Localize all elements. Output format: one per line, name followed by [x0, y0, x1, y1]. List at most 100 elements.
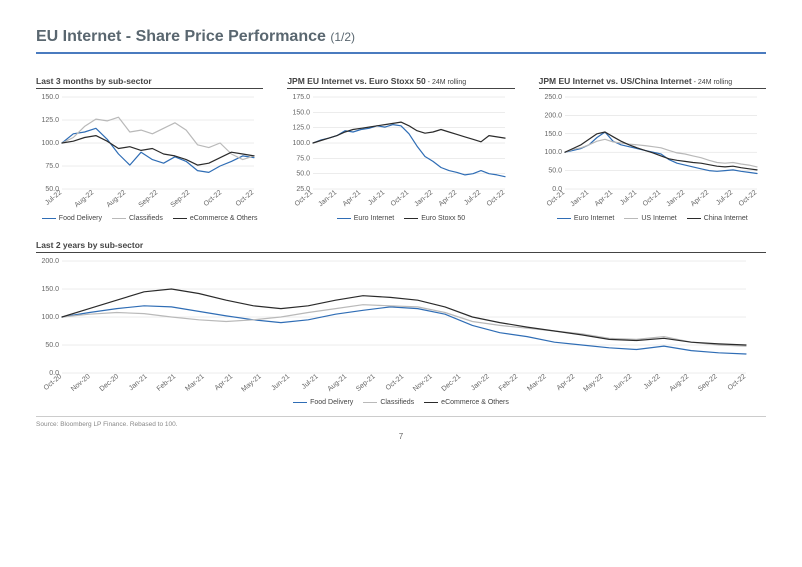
legend-swatch [112, 218, 126, 219]
chart-top-right: 0.050.0100.0150.0200.0250.0Oct-21Jan-21A… [539, 93, 766, 213]
legend-swatch [624, 218, 638, 219]
svg-text:50.0: 50.0 [548, 168, 562, 175]
top-row: Last 3 months by sub-sector 50.0 75.0 100.… [36, 76, 766, 222]
legend-swatch [424, 402, 438, 403]
legend-swatch [404, 218, 418, 219]
svg-text:Oct-22: Oct-22 [727, 373, 748, 392]
svg-text:Jan-22: Jan-22 [414, 189, 435, 208]
svg-text:Jul-22: Jul-22 [463, 189, 482, 207]
svg-text:Oct-22: Oct-22 [235, 189, 256, 208]
panel-top-left: Last 3 months by sub-sector 50.075.0100.… [36, 76, 263, 222]
legend-swatch [173, 218, 187, 219]
svg-text:200.0: 200.0 [41, 258, 59, 265]
svg-text:150.0: 150.0 [41, 94, 59, 101]
svg-text:Jul-22: Jul-22 [715, 189, 734, 207]
legend-bottom: Food Delivery Classifieds eCommerce & Othe… [36, 399, 766, 406]
page-title-suffix: (1/2) [330, 30, 355, 44]
panel-title-text: Last 2 years by sub-sector [36, 240, 143, 250]
panel-title-text: JPM EU Internet vs. US/China Internet [539, 76, 692, 86]
chart-bottom: 0.050.0100.0150.0200.0Oct-20Nov-20Dec-20… [36, 257, 766, 397]
svg-text:Mar-22: Mar-22 [526, 373, 548, 393]
legend-swatch [363, 402, 377, 403]
panel-title-top-mid: JPM EU Internet vs. Euro Stoxx 50 - 24M … [287, 76, 514, 89]
legend-label: eCommerce & Others [190, 215, 258, 222]
svg-text:Jan-21: Jan-21 [569, 189, 590, 208]
svg-text:Jan-21: Jan-21 [128, 373, 149, 392]
svg-text:Oct-22: Oct-22 [737, 189, 758, 208]
svg-text:Sep-21: Sep-21 [355, 373, 377, 393]
svg-text:Aug-22: Aug-22 [105, 189, 127, 209]
panel-bottom: Last 2 years by sub-sector 0.050.0100.01… [36, 240, 766, 406]
chart-top-left: 50.075.0100.0125.0150.0Jul-22Aug-22Aug-2… [36, 93, 263, 213]
legend-swatch [42, 218, 56, 219]
svg-text:50.0: 50.0 [45, 342, 59, 349]
panel-top-right: JPM EU Internet vs. US/China Internet - … [539, 76, 766, 222]
chart-top-mid: 25.050.075.0100.0125.0150.0175.0Oct-21Ja… [287, 93, 514, 213]
legend-item: eCommerce & Others [424, 399, 509, 406]
svg-text:Oct-21: Oct-21 [390, 189, 411, 208]
svg-text:100.0: 100.0 [41, 140, 59, 147]
panel-title-top-left: Last 3 months by sub-sector [36, 76, 263, 89]
legend-item: Classifieds [363, 399, 414, 406]
svg-text:Oct-22: Oct-22 [203, 189, 224, 208]
legend-item: Classifieds [112, 215, 163, 222]
panel-top-mid: JPM EU Internet vs. Euro Stoxx 50 - 24M … [287, 76, 514, 222]
panel-title-text: JPM EU Internet vs. Euro Stoxx 50 [287, 76, 425, 86]
svg-text:Jul-21: Jul-21 [619, 189, 638, 207]
page-title-text: EU Internet - Share Price Performance [36, 28, 326, 45]
svg-text:200.0: 200.0 [544, 112, 562, 119]
page-number: 7 [36, 432, 766, 441]
legend-label: Classifieds [380, 399, 414, 406]
svg-text:100.0: 100.0 [41, 314, 59, 321]
legend-item: eCommerce & Others [173, 215, 258, 222]
svg-text:75.0: 75.0 [297, 155, 311, 162]
legend-swatch [687, 218, 701, 219]
svg-text:100.0: 100.0 [544, 149, 562, 156]
svg-text:Sep-22: Sep-22 [697, 373, 719, 393]
svg-text:Feb-21: Feb-21 [156, 373, 178, 393]
panel-title-tiny: - 24M rolling [692, 79, 732, 86]
legend-item: China Internet [687, 215, 748, 222]
legend-top-left: Food Delivery Classifieds eCommerce & Othe… [36, 215, 263, 222]
page-title: EU Internet - Share Price Performance (1… [36, 28, 766, 46]
svg-text:Dec-20: Dec-20 [98, 373, 120, 393]
legend-label: Food Delivery [310, 399, 353, 406]
legend-label: Euro Internet [574, 215, 614, 222]
svg-text:Apr-22: Apr-22 [689, 189, 710, 208]
legend-swatch [293, 402, 307, 403]
svg-text:Jul-21: Jul-21 [301, 373, 320, 391]
legend-item: Euro Stoxx 50 [404, 215, 465, 222]
svg-text:150.0: 150.0 [293, 109, 311, 116]
svg-text:Aug-21: Aug-21 [326, 373, 348, 393]
legend-item: US Internet [624, 215, 676, 222]
svg-text:Jan-21: Jan-21 [318, 189, 339, 208]
legend-label: Food Delivery [59, 215, 102, 222]
svg-text:Jan-22: Jan-22 [665, 189, 686, 208]
legend-label: eCommerce & Others [441, 399, 509, 406]
svg-text:May-21: May-21 [240, 373, 262, 393]
svg-text:May-22: May-22 [582, 373, 604, 393]
svg-text:125.0: 125.0 [41, 117, 59, 124]
panel-title-tiny: - 24M rolling [426, 79, 466, 86]
legend-label: US Internet [641, 215, 676, 222]
svg-text:Apr-21: Apr-21 [214, 373, 235, 392]
svg-text:Jan-22: Jan-22 [470, 373, 491, 392]
svg-text:150.0: 150.0 [544, 131, 562, 138]
legend-swatch [557, 218, 571, 219]
svg-text:125.0: 125.0 [293, 125, 311, 132]
legend-top-right: Euro Internet US Internet China Internet [539, 215, 766, 222]
legend-label: Euro Internet [354, 215, 394, 222]
page: EU Internet - Share Price Performance (1… [0, 0, 802, 453]
svg-text:Sep-22: Sep-22 [137, 189, 159, 209]
svg-text:75.0: 75.0 [45, 163, 59, 170]
svg-text:Oct-21: Oct-21 [641, 189, 662, 208]
legend-label: Euro Stoxx 50 [421, 215, 465, 222]
svg-text:250.0: 250.0 [544, 94, 562, 101]
panel-title-text: Last 3 months by sub-sector [36, 76, 152, 86]
svg-text:Jul-22: Jul-22 [643, 373, 662, 391]
svg-text:175.0: 175.0 [293, 94, 311, 101]
svg-text:Apr-21: Apr-21 [593, 189, 614, 208]
svg-text:Apr-21: Apr-21 [342, 189, 363, 208]
legend-label: Classifieds [129, 215, 163, 222]
legend-item: Food Delivery [42, 215, 102, 222]
